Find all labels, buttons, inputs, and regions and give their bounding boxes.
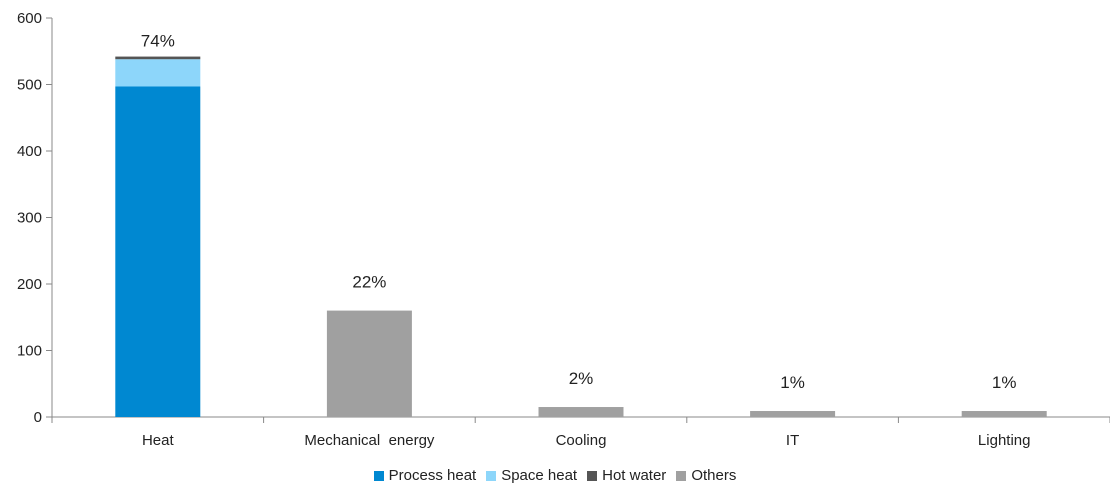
- x-tick-label: Heat: [142, 432, 175, 449]
- y-tick-label: 0: [34, 409, 42, 426]
- x-tick-label: IT: [786, 432, 799, 449]
- y-tick-label: 600: [17, 10, 42, 27]
- bar-others: [750, 411, 836, 417]
- legend-label: Space heat: [501, 467, 578, 484]
- x-tick-label: Mechanical energy: [304, 432, 435, 449]
- data-label: 22%: [352, 273, 386, 292]
- bar-space-heat: [115, 59, 201, 87]
- legend-swatch: [373, 470, 384, 481]
- data-label: 1%: [992, 373, 1017, 392]
- bar-others: [326, 310, 412, 417]
- legend-item: Space heat: [486, 467, 577, 484]
- x-tick-label: Lighting: [978, 432, 1031, 449]
- legend: Process heat Space heat Hot water Others: [0, 467, 1110, 485]
- legend-item: Hot water: [587, 467, 666, 484]
- y-tick-label: 400: [17, 143, 42, 160]
- legend-label: Process heat: [388, 467, 477, 484]
- bar-others: [538, 407, 624, 417]
- data-label: 74%: [141, 32, 175, 51]
- y-tick-label: 300: [17, 210, 42, 227]
- legend-swatch: [587, 470, 598, 481]
- data-label: 2%: [569, 369, 594, 388]
- y-tick-label: 500: [17, 77, 42, 94]
- legend-swatch: [486, 470, 497, 481]
- x-tick-label: Cooling: [556, 432, 607, 449]
- legend-item: Process heat: [373, 467, 477, 484]
- legend-label: Hot water: [602, 467, 667, 484]
- legend-item: Others: [676, 467, 736, 484]
- data-label: 1%: [780, 373, 805, 392]
- bar-others: [961, 411, 1047, 417]
- legend-swatch: [676, 470, 687, 481]
- bar-process-heat: [115, 86, 201, 418]
- legend-label: Others: [691, 467, 737, 484]
- y-tick-label: 200: [17, 276, 42, 293]
- bar-hot-water: [115, 56, 201, 60]
- y-tick-label: 100: [17, 343, 42, 360]
